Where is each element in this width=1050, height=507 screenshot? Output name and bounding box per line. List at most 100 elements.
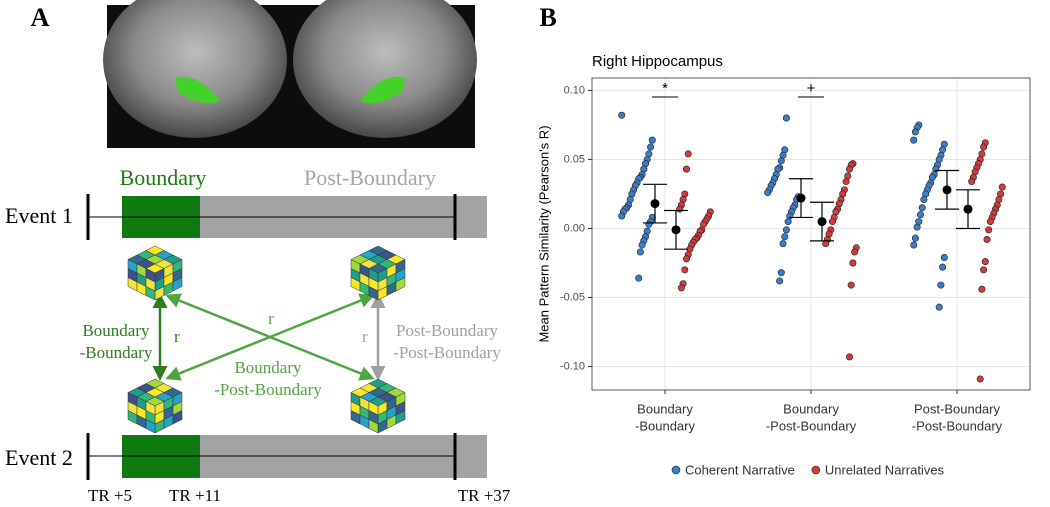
data-point — [682, 165, 690, 173]
legend-label: Unrelated Narratives — [825, 462, 945, 477]
data-point — [916, 211, 924, 219]
data-point — [618, 212, 626, 220]
data-point — [845, 165, 853, 173]
comparison-label: Post-Boundary — [396, 321, 499, 340]
data-point — [638, 241, 646, 249]
x-tick-label: -Boundary — [635, 418, 695, 433]
mean-point — [942, 185, 952, 195]
voxel — [368, 286, 379, 301]
data-point — [910, 136, 918, 144]
data-point — [981, 258, 989, 266]
legend-marker — [811, 465, 821, 475]
voxel — [395, 410, 406, 425]
r-label: r — [174, 327, 180, 346]
x-tick-label: Boundary — [637, 401, 693, 416]
data-point — [913, 223, 921, 231]
data-point — [779, 240, 787, 248]
mean-point — [817, 217, 827, 227]
significance-mark: + — [807, 80, 816, 97]
data-point — [847, 281, 855, 289]
data-point — [684, 150, 692, 158]
data-point — [911, 128, 919, 136]
data-point — [647, 143, 655, 151]
data-point — [976, 375, 984, 383]
voxel-cubes — [127, 245, 406, 434]
legend-marker — [671, 465, 681, 475]
x-tick-label: -Post-Boundary — [766, 418, 857, 433]
data-point — [937, 281, 945, 289]
event-label: Event 1 — [5, 203, 73, 228]
voxel — [172, 410, 183, 425]
data-point — [682, 255, 690, 263]
data-point — [980, 266, 988, 274]
data-point — [842, 178, 850, 186]
data-point — [677, 284, 685, 292]
panel-label: A — [31, 3, 50, 32]
time-label: TR +37 — [458, 486, 511, 505]
comparison-label: Boundary — [82, 321, 150, 340]
voxel — [395, 277, 406, 292]
r-label: r — [362, 327, 368, 346]
comparison-label: -Boundary — [80, 343, 153, 362]
y-tick-label: 0.00 — [564, 222, 585, 234]
data-point — [998, 183, 1006, 191]
data-point — [939, 263, 947, 271]
brain-image — [103, 0, 477, 148]
significance-mark: * — [662, 80, 668, 97]
time-label: TR +5 — [88, 486, 132, 505]
segment-label: Boundary — [120, 165, 207, 190]
mean-point — [650, 199, 660, 209]
data-point — [777, 157, 785, 165]
panel-label: B — [539, 3, 556, 32]
r-label: r — [268, 309, 274, 328]
y-tick-label: -0.05 — [560, 291, 585, 303]
data-point — [764, 189, 772, 197]
comparison-label: -Post-Boundary — [393, 343, 501, 362]
data-point — [978, 285, 986, 293]
data-point — [918, 204, 926, 212]
data-point — [776, 277, 784, 285]
y-tick-label: 0.05 — [564, 153, 585, 165]
data-point — [986, 218, 994, 226]
data-point — [782, 226, 790, 234]
data-point — [849, 259, 857, 267]
event-bar — [86, 433, 487, 480]
x-tick-label: Post-Boundary — [914, 401, 1000, 416]
segment-label: Post-Boundary — [304, 165, 436, 190]
data-point — [983, 236, 991, 244]
data-point — [845, 353, 853, 361]
voxel — [368, 419, 379, 434]
data-point — [910, 241, 918, 249]
mean-point — [671, 225, 681, 235]
data-point — [636, 248, 644, 256]
data-point — [618, 111, 626, 119]
comparison-label: -Post-Boundary — [214, 380, 322, 399]
time-label: TR +11 — [169, 486, 221, 505]
data-point — [828, 218, 836, 226]
data-point — [676, 205, 684, 213]
data-point — [635, 274, 643, 282]
data-point — [645, 220, 653, 228]
data-point — [935, 303, 943, 311]
data-point — [851, 248, 859, 256]
y-axis-label: Mean Pattern Similarity (Pearson's R) — [536, 125, 551, 342]
data-point — [980, 143, 988, 151]
data-point — [985, 226, 993, 234]
data-point — [784, 218, 792, 226]
voxel — [145, 286, 156, 301]
data-point — [968, 178, 976, 186]
data-point — [648, 136, 656, 144]
data-point — [782, 114, 790, 122]
voxel — [172, 277, 183, 292]
event-label: Event 2 — [5, 445, 73, 470]
comparison-label: Boundary — [234, 358, 302, 377]
y-tick-label: -0.10 — [560, 360, 585, 372]
data-point — [681, 266, 689, 274]
data-point — [781, 233, 789, 241]
data-point — [920, 195, 928, 203]
event-bar — [86, 194, 487, 240]
voxel — [145, 419, 156, 434]
mean-point — [796, 193, 806, 203]
